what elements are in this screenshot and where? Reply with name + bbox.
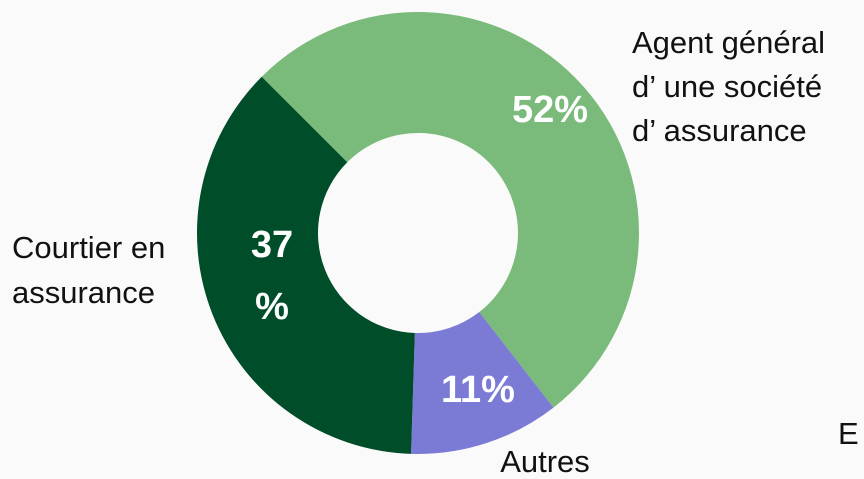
category-label: assurance (12, 275, 155, 310)
value-label: % (255, 286, 289, 328)
donut-slice (261, 12, 639, 408)
category-label: d’ assurance (632, 113, 807, 148)
value-label: 11% (441, 369, 515, 411)
donut-slice (197, 76, 415, 454)
value-label: 52% (512, 89, 588, 131)
category-label: Autres (500, 444, 590, 479)
category-label: Agent général (632, 25, 825, 60)
category-label: Courtier en (12, 230, 165, 265)
value-label: 37 (251, 224, 293, 266)
category-label: d’ une société (632, 69, 822, 104)
annotation: E (838, 416, 859, 451)
donut-slice (411, 312, 554, 454)
